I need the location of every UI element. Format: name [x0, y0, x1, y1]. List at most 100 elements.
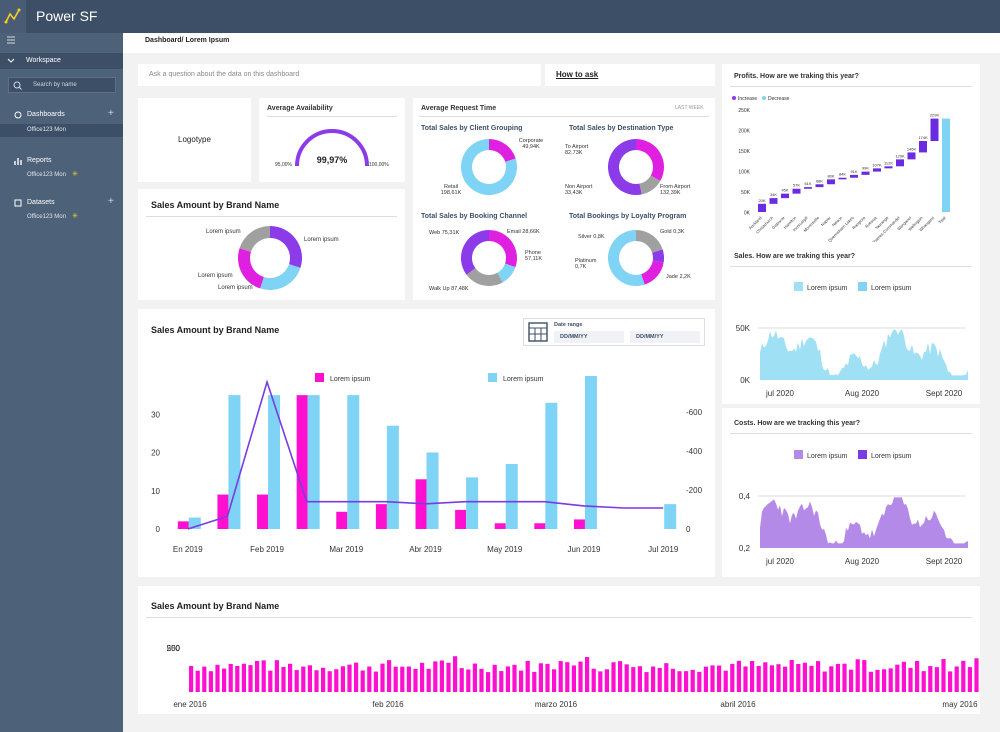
bar [188, 517, 201, 529]
x-tick-label: Aug 2020 [845, 557, 880, 566]
bar [637, 666, 642, 692]
donut-label: Corporate 49,94K [518, 138, 544, 150]
donut-label: Jade 2,2K [666, 274, 691, 280]
bar [248, 665, 253, 692]
brand-donut-title: Sales Amount by Brand Name [151, 200, 280, 210]
availability-card: Average Availability 99,97% 95,00% 100,0… [259, 98, 405, 182]
legend-dot [732, 96, 736, 100]
donut-slice [466, 268, 503, 286]
x-tick-label: feb 2016 [372, 700, 404, 709]
bar [967, 667, 972, 692]
sidebar-item-reports[interactable]: Reports [0, 154, 123, 168]
legend-swatch [488, 373, 497, 382]
bar [618, 661, 623, 692]
bar [327, 671, 332, 692]
bar [948, 671, 953, 692]
x-tick-label: Jul 2019 [648, 545, 679, 554]
sidebar-subitem-label: Office123 Mon [27, 172, 66, 178]
main-bar-chart: 0 10 20 30 0 -200 -400 -600 Lorem ipsum Lorem ips… [151, 373, 703, 554]
bar [426, 452, 439, 529]
donut-label: To Airport 82,73K [565, 144, 589, 156]
waterfall-bar [815, 184, 824, 188]
add-icon[interactable]: + [108, 108, 114, 119]
bar [307, 665, 312, 692]
sidebar-subitem-dataset[interactable]: Office123 Mon ✳ [0, 211, 123, 224]
date-to-input[interactable]: DD/MM/YY [630, 331, 700, 343]
bar [195, 670, 200, 692]
bar [783, 666, 788, 692]
donut-slice [270, 226, 302, 268]
bar [534, 523, 546, 529]
y-tick-label: 50K [736, 324, 751, 333]
y-tick-label: 500 [167, 644, 181, 653]
x-tick-label: abril 2016 [720, 700, 756, 709]
client-grouping-donut [461, 139, 517, 195]
bar [519, 670, 524, 692]
how-to-ask-link[interactable]: How to ask [556, 70, 599, 79]
bar [433, 661, 438, 692]
availability-max: 100,00% [369, 162, 389, 168]
y-tick-label: 0K [744, 211, 751, 217]
sidebar-subitem-report[interactable]: Office123 Mon ✳ [0, 169, 123, 182]
bar [400, 666, 405, 692]
donut-label: Gold 0,3K [660, 229, 685, 235]
donut-title: Total Sales by Destination Type [569, 125, 674, 132]
waterfall-bar [873, 168, 881, 172]
search-box[interactable]: Search by name [8, 77, 116, 93]
bar [670, 668, 675, 692]
bar [336, 511, 348, 529]
bar [697, 671, 702, 692]
bar [657, 667, 662, 692]
data-label: 112K [884, 160, 893, 165]
y-tick-label: 30 [151, 410, 160, 419]
bar [684, 671, 689, 692]
bar [268, 670, 273, 692]
qa-input[interactable]: Ask a question about the data on this da… [138, 64, 541, 86]
data-label: 146K [907, 146, 917, 151]
bar [974, 658, 979, 692]
app-logo-icon[interactable] [0, 0, 26, 33]
waterfall-bar [861, 171, 870, 175]
bar [453, 656, 458, 692]
x-tick-label: Mar 2019 [329, 545, 363, 554]
hamburger-menu[interactable] [0, 33, 123, 47]
hamburger-icon[interactable] [0, 33, 20, 47]
add-icon[interactable]: + [108, 196, 114, 207]
data-label: 80K [827, 173, 834, 178]
bar [281, 666, 286, 692]
sidebar-subitem-dashboard[interactable]: Office123 Mon [0, 124, 123, 137]
legend-swatch [794, 450, 803, 459]
bar [816, 661, 821, 692]
main-chart-title: Sales Amount by Brand Name [151, 325, 280, 335]
donut-label: Retail 198,61K [440, 184, 462, 196]
search-input[interactable]: Search by name [33, 82, 77, 88]
costs-tracking-card: Costs. How are we tracking this year? Lo… [722, 408, 980, 577]
bar [538, 663, 543, 692]
date-from-input[interactable]: DD/MM/YY [554, 331, 624, 343]
bar [703, 666, 708, 692]
dashboard-icon [14, 111, 22, 119]
donut-slice [608, 139, 642, 195]
date-range-picker[interactable]: Date range DD/MM/YY DD/MM/YY [523, 318, 705, 346]
main-chart-card: Sales Amount by Brand Name Date range DD… [138, 309, 715, 577]
bar [505, 463, 518, 529]
sidebar-item-dashboards[interactable]: Dashboards + [0, 108, 123, 122]
costs-tracking-title: Costs. How are we tracking this year? [734, 420, 861, 427]
bar [354, 662, 359, 692]
bar [769, 665, 774, 692]
sidebar-item-datasets[interactable]: Datasets + [0, 196, 123, 210]
donut-slice [489, 139, 516, 162]
bar [375, 504, 387, 529]
bar [664, 504, 677, 529]
waterfall-bar [804, 187, 812, 189]
calendar-icon[interactable] [528, 322, 548, 342]
star-icon[interactable]: ✳ [72, 213, 78, 220]
workspace-toggle[interactable]: Workspace [0, 53, 123, 69]
bar [565, 662, 570, 692]
request-period: LAST WEEK [675, 105, 704, 111]
bar [651, 666, 656, 692]
availability-value: 99,97% [316, 155, 348, 165]
star-icon[interactable]: ✳ [72, 171, 78, 178]
waterfall-bar [907, 152, 916, 160]
bar [222, 668, 227, 692]
